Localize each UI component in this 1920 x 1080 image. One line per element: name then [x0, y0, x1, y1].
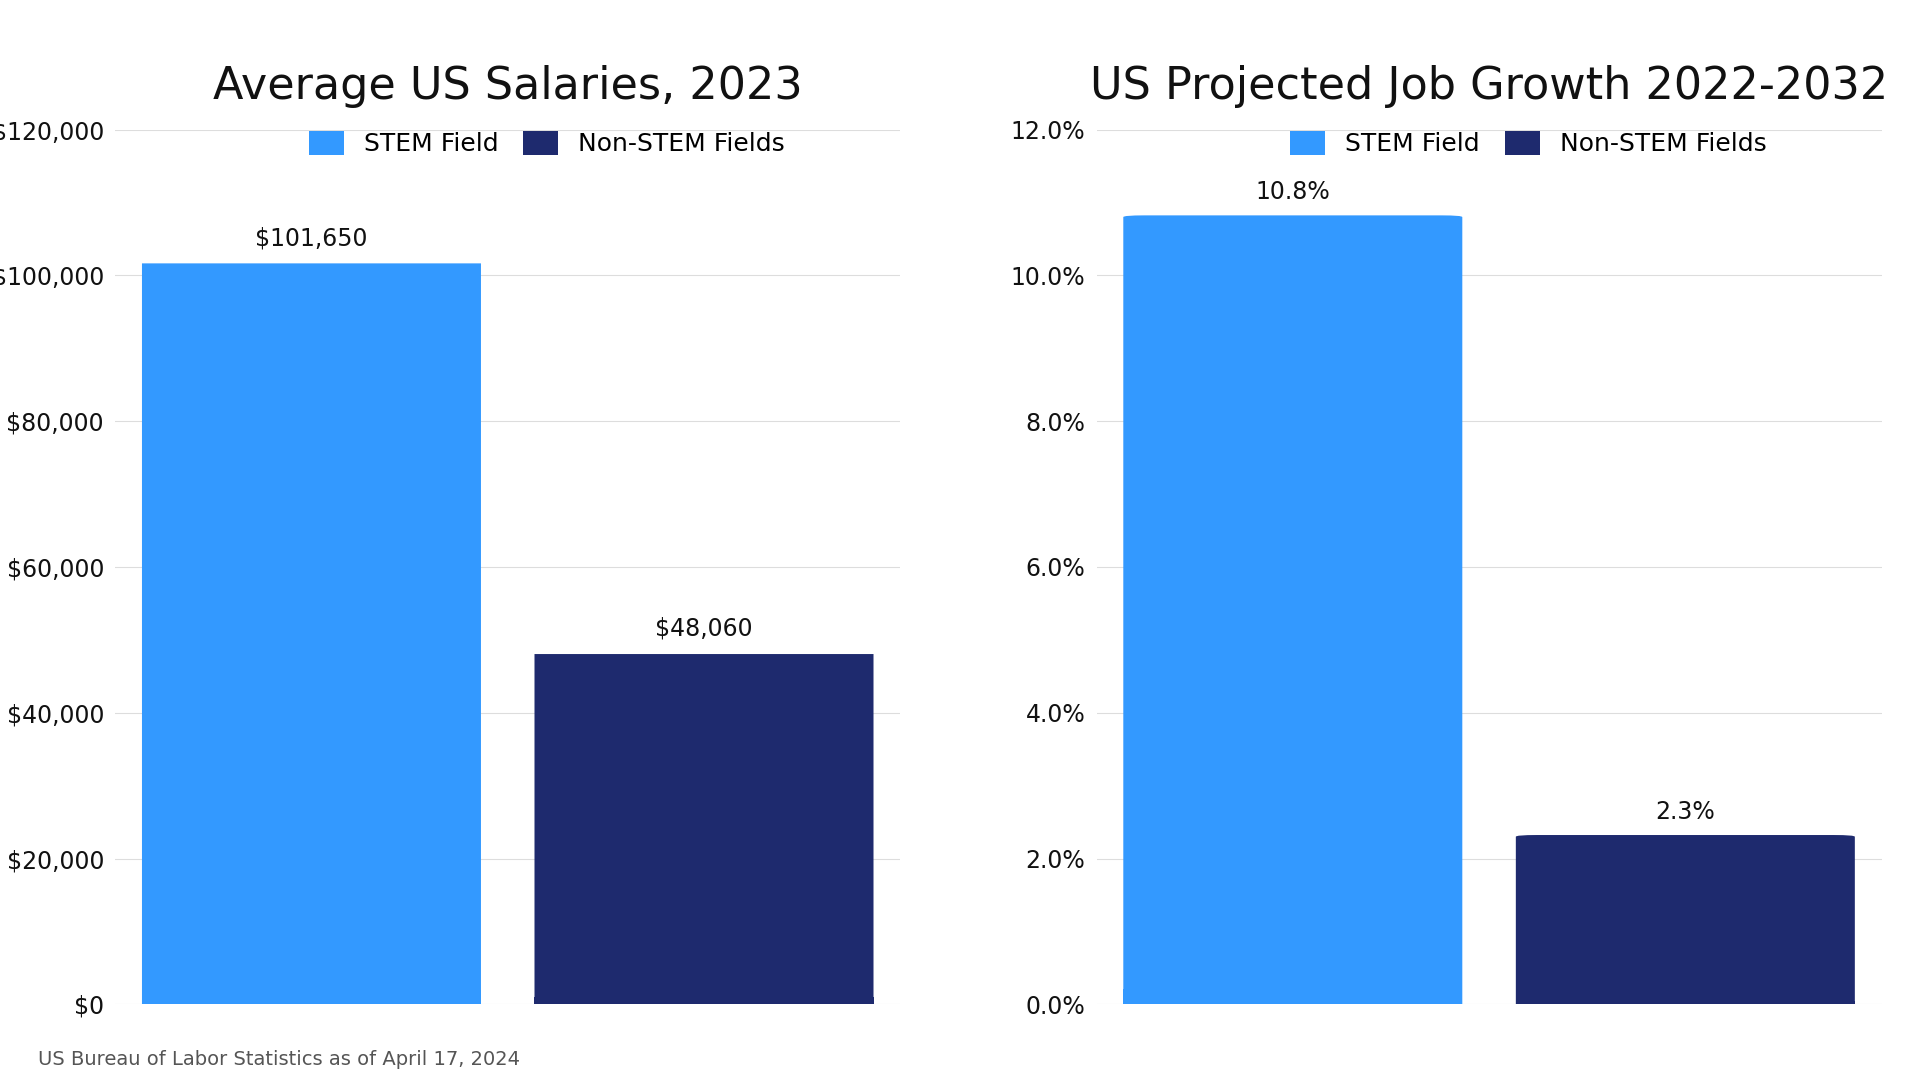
Text: $101,650: $101,650 — [255, 226, 369, 251]
Text: 10.8%: 10.8% — [1256, 180, 1331, 204]
Bar — [1123, 988, 1463, 1004]
Text: 2.3%: 2.3% — [1655, 799, 1715, 824]
FancyBboxPatch shape — [1515, 835, 1855, 1007]
FancyBboxPatch shape — [534, 654, 874, 1004]
FancyBboxPatch shape — [1123, 215, 1463, 1007]
Bar — [1515, 1001, 1855, 1004]
Bar — [534, 998, 874, 1004]
FancyBboxPatch shape — [142, 264, 482, 1004]
Title: Average US Salaries, 2023: Average US Salaries, 2023 — [213, 65, 803, 108]
Legend: STEM Field, Non-STEM Fields: STEM Field, Non-STEM Fields — [1281, 121, 1776, 166]
Bar — [1123, 1002, 1463, 1004]
Text: US Bureau of Labor Statistics as of April 17, 2024: US Bureau of Labor Statistics as of Apri… — [38, 1050, 520, 1069]
Bar — [142, 989, 482, 1004]
Bar — [1515, 1002, 1855, 1004]
Legend: STEM Field, Non-STEM Fields: STEM Field, Non-STEM Fields — [300, 121, 795, 166]
Text: $48,060: $48,060 — [655, 617, 753, 640]
Title: US Projected Job Growth 2022-2032: US Projected Job Growth 2022-2032 — [1091, 65, 1887, 108]
